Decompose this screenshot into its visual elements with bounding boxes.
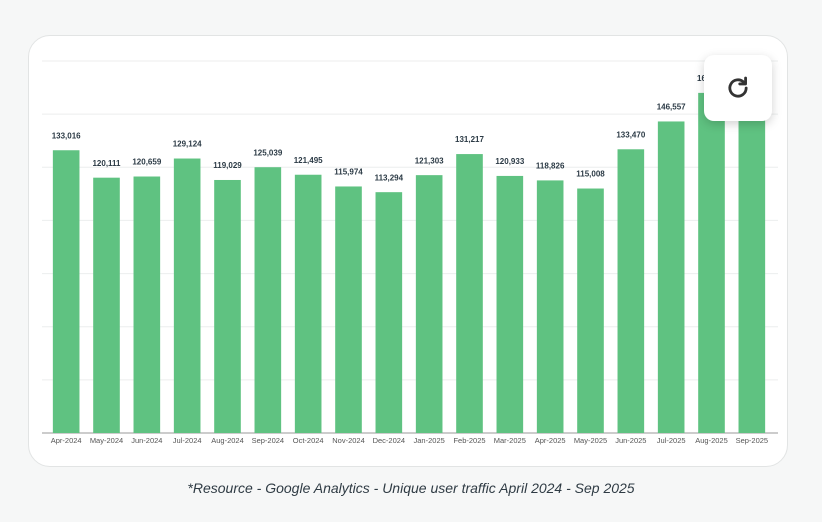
refresh-icon [728, 76, 748, 98]
x-tick-label: Apr-2024 [51, 436, 82, 445]
x-tick-label: Jan-2025 [414, 436, 445, 445]
value-label: 120,659 [132, 158, 161, 167]
x-tick-label: Jul-2025 [657, 436, 686, 445]
bar [214, 179, 241, 433]
x-tick-label: Jun-2024 [131, 436, 162, 445]
bar [52, 150, 80, 434]
value-label: 121,303 [415, 156, 444, 165]
bar [254, 167, 282, 433]
bar [577, 188, 604, 433]
bar [617, 149, 645, 433]
x-tick-label: Aug-2025 [695, 436, 728, 445]
value-label: 146,557 [657, 103, 686, 112]
x-tick-label: Mar-2025 [494, 436, 526, 445]
bar [698, 92, 725, 433]
x-tick-label: May-2024 [90, 436, 123, 445]
x-tick-label: Jul-2024 [173, 436, 202, 445]
x-tick-label: Oct-2024 [293, 436, 324, 445]
bar [456, 154, 483, 434]
x-tick-label: Sep-2024 [252, 436, 285, 445]
value-label: 113,294 [375, 173, 404, 182]
x-tick-label: Jun-2025 [615, 436, 646, 445]
value-label: 131,217 [455, 135, 484, 144]
x-tick-label: May-2025 [574, 436, 607, 445]
value-label: 115,008 [576, 170, 605, 179]
value-label: 125,039 [253, 148, 282, 157]
bar [496, 175, 524, 433]
bar [738, 82, 766, 433]
value-label: 133,016 [52, 131, 81, 140]
x-tick-label: Sep-2025 [736, 436, 769, 445]
bar [375, 192, 403, 433]
bar [173, 158, 201, 433]
bar [294, 174, 322, 434]
x-tick-label: Aug-2024 [211, 436, 244, 445]
value-label: 129,124 [173, 140, 202, 149]
bar [133, 176, 161, 434]
bar [657, 121, 685, 433]
value-label: 120,933 [495, 157, 524, 166]
bar [93, 177, 120, 433]
x-tick-label: Nov-2024 [332, 436, 365, 445]
value-label: 118,826 [536, 162, 565, 171]
x-tick-label: Apr-2025 [535, 436, 566, 445]
x-tick-label: Feb-2025 [453, 436, 485, 445]
x-tick-label: Dec-2024 [373, 436, 406, 445]
bar [415, 175, 443, 434]
value-label: 133,470 [616, 130, 645, 139]
refresh-button[interactable] [704, 55, 772, 121]
bar [536, 180, 564, 433]
value-label: 115,974 [334, 168, 363, 177]
value-label: 120,111 [92, 159, 121, 168]
value-label: 119,029 [213, 161, 242, 170]
value-label: 121,495 [294, 156, 323, 165]
caption: *Resource - Google Analytics - Unique us… [187, 480, 635, 496]
bar [335, 186, 362, 433]
